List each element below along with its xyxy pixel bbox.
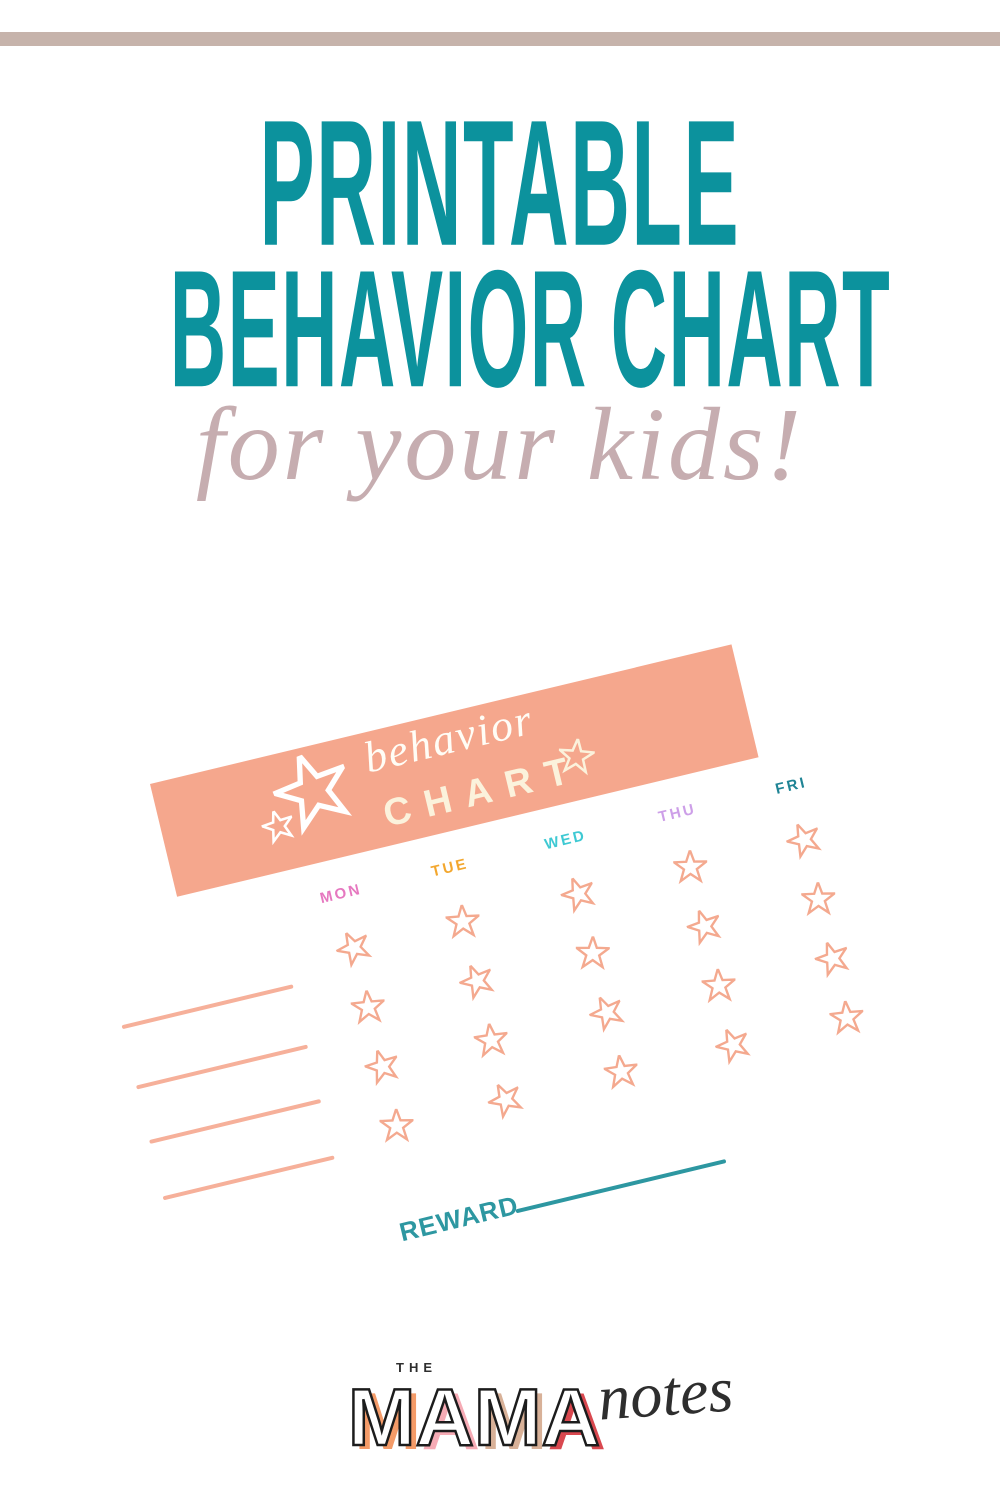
chart-header-band: behavior CHART [150, 644, 759, 897]
star-icon [683, 906, 725, 947]
page-title-line2-text: BEHAVIOR CHART [169, 236, 892, 423]
writing-line [162, 1155, 335, 1201]
reward-blank-line [515, 1159, 727, 1214]
star-icon [485, 1079, 526, 1121]
star-icon [798, 879, 839, 920]
star-icon [783, 819, 825, 861]
day-label-tue: TUE [429, 855, 471, 881]
reward-label: REWARD [396, 1189, 522, 1248]
small-star-icon [258, 807, 298, 846]
day-label-mon: MON [318, 880, 364, 908]
logo-mama: MAMA [347, 1373, 601, 1463]
star-icon [376, 1105, 417, 1146]
header-right-star-icon [555, 735, 598, 778]
star-icon [811, 938, 853, 979]
star-icon [826, 997, 867, 1038]
star-icon [698, 965, 739, 1006]
stars-grid [150, 632, 866, 1143]
page-title-line1: PRINTABLE [0, 94, 1000, 273]
star-icon [572, 933, 613, 974]
day-label-fri: FRI [773, 773, 809, 798]
logo-letter-2: M [473, 1373, 543, 1463]
writing-line [149, 1098, 322, 1144]
big-star-icon [267, 745, 359, 837]
day-label-wed: WED [542, 826, 589, 854]
page-subtitle: for your kids! [195, 387, 805, 502]
star-icon [471, 1020, 512, 1061]
top-accent-bar [0, 32, 1000, 46]
star-icon [442, 901, 483, 942]
logo-the: THE [396, 1360, 437, 1375]
star-icon [456, 961, 498, 1002]
behavior-chart-preview: behavior CHART MON TUE WED THU FRI REWARD [121, 632, 903, 1289]
star-icon [557, 874, 599, 915]
logo-letter-3: A [540, 1373, 601, 1463]
star-icon [586, 992, 628, 1033]
day-label-thu: THU [656, 800, 698, 826]
star-icon [333, 927, 374, 969]
star-icon [601, 1051, 642, 1092]
star-icon [670, 847, 711, 888]
star-icon [361, 1046, 403, 1087]
page-title-line2: BEHAVIOR CHART [0, 246, 1000, 413]
star-icon [712, 1025, 754, 1066]
logo-letter-1: A [414, 1373, 475, 1463]
writing-line [121, 984, 294, 1030]
logo-notes: notes [595, 1353, 736, 1434]
star-icon [348, 987, 389, 1028]
page-title-line1-text: PRINTABLE [259, 84, 741, 284]
logo-letter-0: M [347, 1373, 417, 1463]
writing-line [136, 1044, 309, 1090]
